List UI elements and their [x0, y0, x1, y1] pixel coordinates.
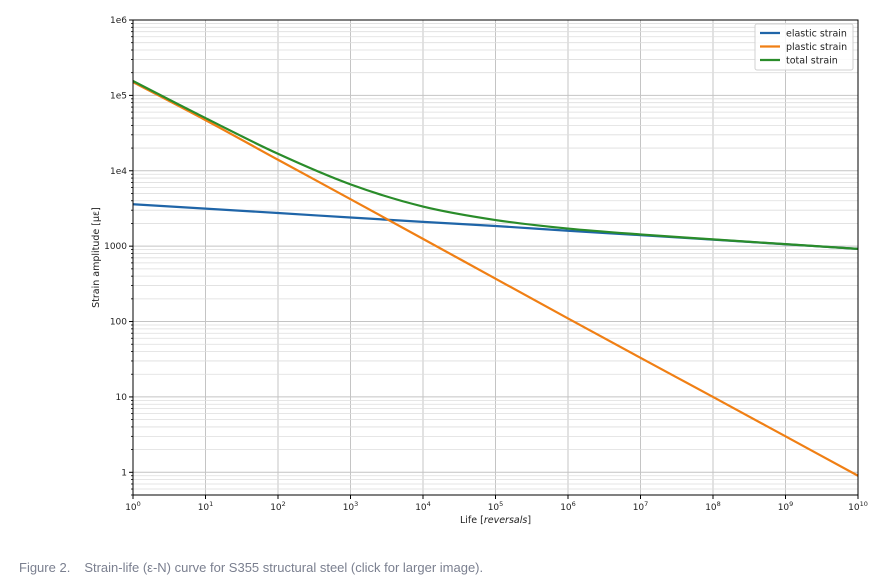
x-tick-label: 109: [778, 500, 794, 513]
legend-box: [754, 23, 854, 71]
y-tick-label: 1e5: [110, 91, 127, 101]
x-tick-label: 1010: [848, 500, 868, 513]
y-tick-label: 1e4: [110, 167, 127, 177]
x-tick-label: 106: [560, 500, 576, 513]
x-tick-label: 101: [198, 500, 214, 513]
axis-ticks: 100 101 102 103 104 105 106 107 108 109 1010 1 10 100…: [104, 16, 868, 513]
strain-life-chart: 100 101 102 103 104 105 106 107 108 109 1010 1 10 100…: [91, 16, 868, 526]
y-tick-label: 1: [121, 468, 127, 478]
figure-label: Figure 2.: [19, 560, 71, 575]
series-line-plastic-strain: [132, 81, 859, 477]
series-lines: [132, 80, 859, 477]
legend-label: plastic strain: [786, 42, 847, 53]
legend-label: total strain: [786, 56, 838, 67]
y-tick-label: 10: [116, 393, 128, 403]
x-tick-label: 108: [705, 500, 721, 513]
caption-text[interactable]: Strain-life (ε-N) curve for S355 structu…: [84, 560, 484, 575]
legend-label: elastic strain: [786, 29, 847, 40]
grid: [132, 19, 859, 496]
y-tick-label: 1000: [104, 242, 127, 252]
y-tick-label: 1e6: [110, 16, 127, 26]
x-axis-label: Life [reversals]: [460, 515, 531, 526]
x-tick-label: 105: [488, 500, 504, 513]
x-tick-label: 104: [415, 500, 431, 513]
x-tick-label: 102: [270, 500, 286, 513]
x-tick-label: 100: [125, 500, 141, 513]
figure-caption: Figure 2. Strain-life (ε-N) curve for S35…: [19, 560, 483, 575]
series-line-total-strain: [132, 80, 859, 250]
legend: elastic strain plastic strain total strain: [754, 23, 854, 71]
x-tick-label: 107: [633, 500, 649, 513]
y-tick-label: 100: [110, 318, 127, 328]
y-axis-label: Strain amplitude [µε]: [91, 207, 102, 308]
x-tick-label: 103: [343, 500, 359, 513]
